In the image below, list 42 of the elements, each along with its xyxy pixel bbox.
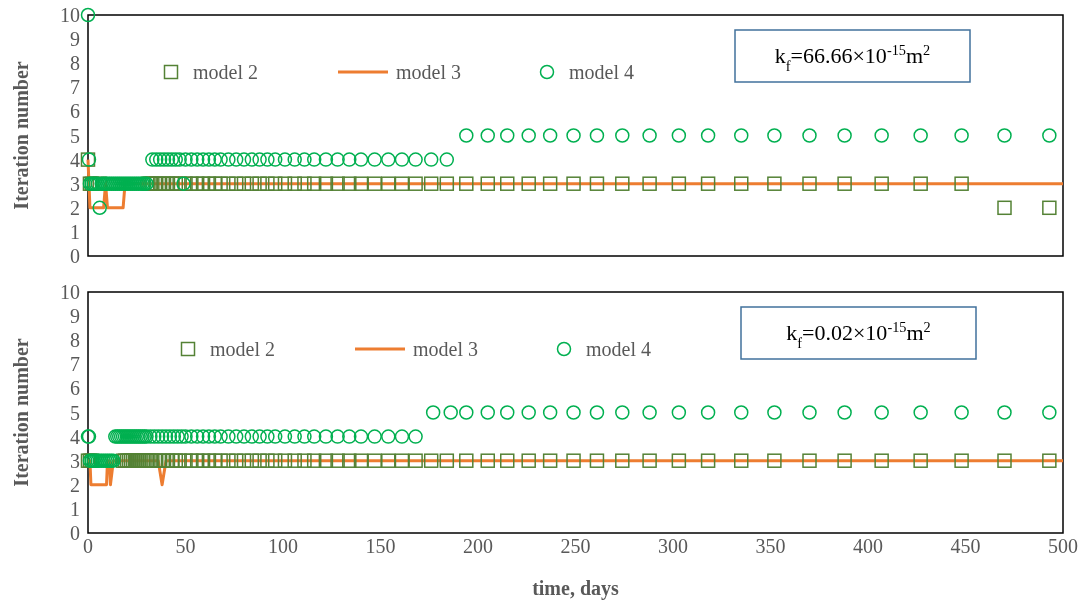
y-axis-title: Iteration number	[10, 338, 32, 487]
y-tick-label: 5	[70, 124, 80, 147]
y-tick-label: 6	[70, 100, 80, 123]
y-tick-label: 4	[70, 425, 80, 448]
y-tick-label: 0	[70, 245, 80, 267]
y-tick-label: 3	[70, 172, 80, 195]
y-tick-label: 9	[70, 305, 80, 328]
legend-label: model 4	[586, 338, 651, 360]
y-tick-label: 4	[70, 148, 80, 171]
y-tick-label: 3	[70, 449, 80, 472]
x-tick-label: 400	[853, 535, 883, 557]
y-tick-label: 8	[70, 52, 80, 75]
x-tick-label: 250	[560, 535, 591, 557]
legend-label: model 3	[396, 61, 461, 83]
x-tick-label: 500	[1048, 535, 1078, 557]
x-tick-label: 300	[658, 535, 688, 557]
x-tick-label: 50	[175, 535, 196, 557]
y-tick-label: 7	[70, 76, 80, 99]
legend-label: model 2	[210, 338, 275, 360]
y-tick-label: 1	[70, 220, 80, 243]
y-tick-label: 1	[70, 497, 80, 520]
x-tick-label: 450	[950, 535, 981, 557]
legend-label: model 3	[413, 338, 478, 360]
x-tick-label: 200	[463, 535, 493, 557]
y-tick-label: 2	[70, 196, 80, 219]
y-tick-label: 10	[60, 281, 80, 303]
x-tick-label: 150	[365, 535, 396, 557]
y-tick-label: 7	[70, 353, 80, 376]
annotation: k$_{f}$=66.66×10$^{-15}$m$^{2}$	[774, 42, 931, 74]
y-tick-label: 5	[70, 401, 80, 424]
x-tick-label: 350	[755, 535, 786, 557]
y-tick-label: 10	[60, 4, 80, 26]
annotation: k$_{f}$=0.02×10$^{-15}$m$^{2}$	[786, 319, 931, 351]
legend-label: model 2	[193, 61, 258, 83]
x-tick-label: 100	[268, 535, 298, 557]
x-axis-title: time, days	[532, 577, 620, 600]
y-tick-label: 6	[70, 377, 80, 400]
y-axis-title: Iteration number	[10, 61, 32, 210]
y-tick-label: 8	[70, 329, 80, 352]
y-tick-label: 2	[70, 473, 80, 496]
y-tick-label: 9	[70, 28, 80, 51]
legend-label: model 4	[569, 61, 634, 83]
